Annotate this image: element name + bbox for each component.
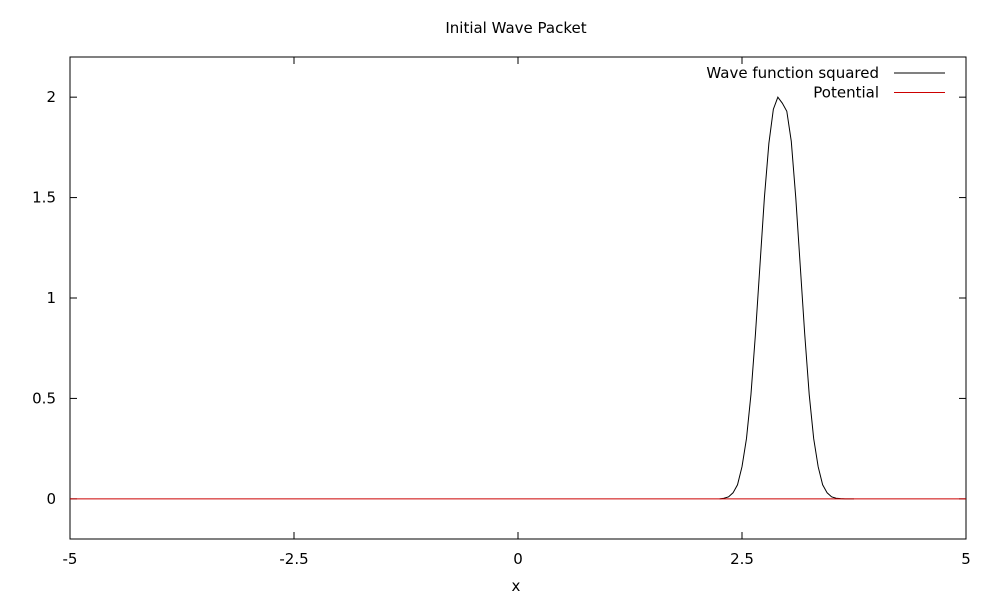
legend-label: Wave function squared <box>706 64 879 82</box>
x-tick-label: -2.5 <box>279 550 308 568</box>
chart-title: Initial Wave Packet <box>445 19 586 37</box>
y-tick-label: 1 <box>46 289 56 307</box>
x-tick-label: -5 <box>63 550 78 568</box>
x-tick-label: 5 <box>961 550 971 568</box>
legend-label: Potential <box>813 84 879 102</box>
y-tick-label: 0 <box>46 490 56 508</box>
y-tick-label: 1.5 <box>32 189 56 207</box>
y-tick-label: 0.5 <box>32 389 56 407</box>
plot-frame <box>69 56 967 540</box>
x-axis-label: x <box>512 577 521 595</box>
x-tick-label: 2.5 <box>730 550 754 568</box>
legend: Wave function squared Potential <box>706 64 945 102</box>
x-tick-label: 0 <box>513 550 523 568</box>
plot-border <box>69 56 967 540</box>
series-line-wave-function-squared <box>719 96 854 500</box>
y-axis-ticks: 0 0.5 1 1.5 2 <box>32 88 966 508</box>
series-layer <box>70 96 966 500</box>
x-axis-ticks: -5 -2.5 0 2.5 5 <box>63 57 971 568</box>
y-tick-label: 2 <box>46 88 56 106</box>
